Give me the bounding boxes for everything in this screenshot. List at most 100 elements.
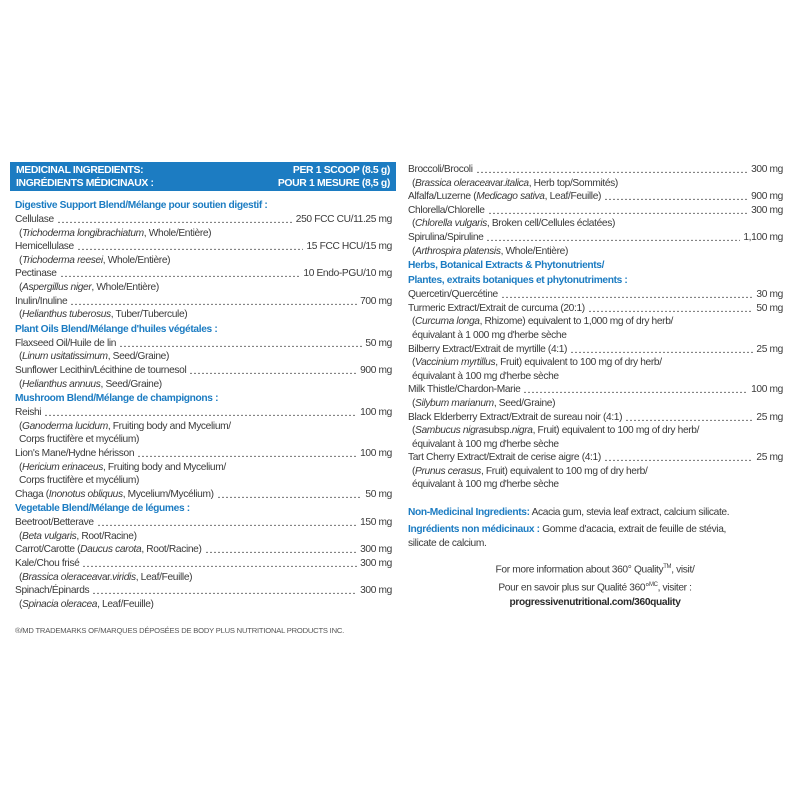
ingredient-line: Chaga (Inonotus obliquus, Mycelium/Mycél… (15, 487, 392, 502)
ingredient-amount: 100 mg (360, 447, 392, 459)
text-segment: ( (19, 378, 23, 390)
ingredient-item: Lion's Mane/Hydne hérisson 100 mg (Hericiu… (15, 446, 392, 488)
blend-heading: Mushroom Blend/Mélange de champignons : (15, 393, 219, 405)
non-medicinal-text-en: Acacia gum, stevia leaf extract, calcium… (529, 507, 730, 518)
quality-url-link[interactable]: progressivenutritional.com/360quality (509, 596, 681, 608)
text-segment: , Fruit) equivalent to 100 mg of dry her… (495, 357, 662, 369)
ingredient-amount: 50 mg (365, 337, 392, 349)
ingredient-line: Chlorella/Chlorelle 300 mg (408, 203, 783, 218)
text-segment: , Leaf/Feuille) (544, 191, 602, 203)
text-segment: , Seed/Graine) (493, 397, 556, 409)
latin-name: Brassica oleracea (22, 571, 98, 583)
ingredient-source: (Aspergillus niger, Whole/Entière) (15, 281, 392, 295)
text-segment: , Leaf/Feuille) (135, 571, 193, 583)
ingredient-name: Reishi (15, 406, 42, 420)
ingredient-item: Tart Cherry Extract/Extrait de cerise ai… (408, 451, 783, 492)
text-segment: Milk Thistle/Chardon-Marie (408, 384, 521, 396)
text-segment: équivalant à 1 000 mg d'herbe sèche (412, 329, 567, 341)
ingredients-column-left: Digestive Support Blend/Mélange pour sou… (15, 198, 392, 611)
latin-name: Sambucus nigra (415, 425, 484, 437)
dot-leader (59, 267, 301, 278)
ingredient-amount: 100 mg (751, 384, 783, 396)
text-segment: Broccoli/Brocoli (408, 164, 473, 175)
dot-leader (70, 294, 358, 305)
header-serving-en: PER 1 SCOOP (8.5 g) (292, 165, 390, 176)
dot-leader (625, 410, 754, 421)
ingredients-column-right: Broccoli/Brocoli 300 mg(Brassica oleracea… (408, 163, 783, 492)
text-segment: Chlorella/Chlorelle (408, 204, 485, 216)
ingredient-line: Spinach/Épinards 300 mg (15, 584, 392, 598)
latin-name: italica (505, 177, 529, 189)
text-segment: Flaxseed Oil/Huile de lin (15, 337, 117, 349)
text-segment: ( (19, 530, 23, 542)
ingredient-amount: 250 FCC CU/11.25 mg (295, 214, 393, 225)
text-segment: Corps fructifère et mycélium) (19, 475, 140, 487)
ingredient-source: (Brassica oleracea var. viridis, Leaf/Fe… (15, 571, 392, 585)
dot-leader (189, 363, 358, 374)
ingredient-item: Broccoli/Brocoli 300 mg (Brassica oleracea… (408, 163, 783, 190)
dot-leader (523, 383, 749, 394)
latin-name: Arthrospira platensis (415, 245, 501, 257)
text-segment: Reishi (15, 407, 42, 419)
ingredient-name: Inulin/Inuline (15, 295, 68, 309)
text-segment: Spirulina/Spiruline (408, 231, 484, 243)
ingredient-item: Quercetin/Quercétine 30 mg (408, 288, 783, 302)
ingredient-item: Pectinase 10 Endo-PGU/10 mg(Aspergillus n… (15, 267, 392, 294)
text-segment: Cellulase (15, 214, 54, 225)
text-segment: Chaga ( (15, 488, 49, 500)
ingredient-source: (Curcuma longa, Rhizome) equivalent to 1… (408, 315, 783, 329)
ingredient-amount: 30 mg (756, 289, 783, 301)
ingredient-source: (Sambucus nigra subsp. nigra, Fruit) equ… (408, 424, 783, 438)
ingredient-item: Inulin/Inuline 700 mg(Helianthus tuberosu… (15, 294, 392, 322)
text-segment: ( (412, 177, 416, 189)
ingredient-line: Hemicellulase 15 FCC HCU/15 mg (15, 240, 392, 254)
header-medicinal-fr: INGRÉDIENTS MÉDICINAUX : (16, 178, 154, 189)
text-segment: Bilberry Extract/Extrait de myrtille (4:… (408, 343, 568, 355)
ingredients-header: MEDICINAL INGREDIENTS: PER 1 SCOOP (8.5 g… (10, 162, 396, 191)
ingredient-item: Turmeric Extract/Extrait de curcuma (20:… (408, 301, 783, 343)
ingredient-name: Flaxseed Oil/Huile de lin (15, 337, 116, 351)
dot-leader (96, 516, 358, 527)
ingredient-amount: 50 mg (756, 302, 783, 314)
ingredient-line: Flaxseed Oil/Huile de lin 50 mg (15, 336, 392, 351)
ingredient-source: équivalant à 100 mg d'herbe sèche (408, 478, 783, 492)
ingredient-name: Hemicellulase (15, 240, 74, 254)
ingredient-name: Quercetin/Quercétine (408, 288, 498, 302)
text-segment: , Fruiting body and Mycelium/ (102, 461, 226, 473)
ingredient-item: Hemicellulase 15 FCC HCU/15 mg(Trichoderm… (15, 240, 392, 267)
ingredient-item: Beetroot/Betterave 150 mg(Beta vulgaris, … (15, 516, 392, 543)
text-segment: , Herb top/Sommités) (528, 177, 619, 189)
ingredient-name: Spinach/Épinards (15, 584, 90, 598)
text-segment: ( (19, 461, 23, 473)
ingredient-amount: 150 mg (360, 517, 392, 529)
text-segment: , Seed/Graine) (100, 378, 163, 390)
ingredient-name: Alfalfa/Luzerne (Medicago sativa, Leaf/F… (408, 190, 601, 204)
text-segment: Lion's Mane/Hydne hérisson (15, 447, 135, 459)
ingredient-line: Reishi 100 mg (15, 406, 392, 420)
ingredient-item: Spirulina/Spiruline 1,100 mg (Arthrospira … (408, 230, 783, 258)
ingredient-name: Spirulina/Spiruline (408, 231, 484, 245)
ingredient-source: Corps fructifère et mycélium) (15, 433, 392, 447)
latin-name: Trichoderma reesei (22, 254, 103, 266)
text-segment: Kale/Chou frisé (15, 558, 80, 570)
ingredient-name: Black Elderberry Extract/Extrait de sure… (408, 411, 623, 425)
text-segment: ( (19, 598, 23, 610)
blend-heading: Vegetable Blend/Mélange de légumes : (15, 503, 190, 515)
latin-name: Daucus carota (80, 544, 142, 556)
ingredient-line: Sunflower Lecithin/Lécithine de tourneso… (15, 363, 392, 378)
latin-name: Prunus cerasus (415, 465, 481, 477)
text-segment: Tart Cherry Extract/Extrait de cerise ai… (408, 452, 601, 464)
text-segment: , Whole/Entière) (91, 281, 159, 293)
ingredient-line: Beetroot/Betterave 150 mg (15, 516, 392, 530)
ingredient-item: Reishi 100 mg(Ganoderma lucidum, Fruiting… (15, 406, 392, 447)
ingredient-name: Chaga (Inonotus obliquus, Mycelium/Mycél… (15, 488, 214, 502)
text-segment: Alfalfa/Luzerne ( (408, 191, 477, 203)
text-segment: ( (412, 316, 416, 328)
ingredient-name: Pectinase (15, 267, 57, 281)
text-segment: ( (19, 571, 23, 583)
ingredient-line: Alfalfa/Luzerne (Medicago sativa, Leaf/F… (408, 190, 783, 204)
ingredient-source: (Trichoderma reesei, Whole/Entière) (15, 254, 392, 268)
ingredient-name: Bilberry Extract/Extrait de myrtille (4:… (408, 343, 567, 357)
text-segment: ( (19, 351, 23, 363)
ingredient-item: Kale/Chou frisé 300 mg(Brassica oleracea … (15, 557, 392, 584)
